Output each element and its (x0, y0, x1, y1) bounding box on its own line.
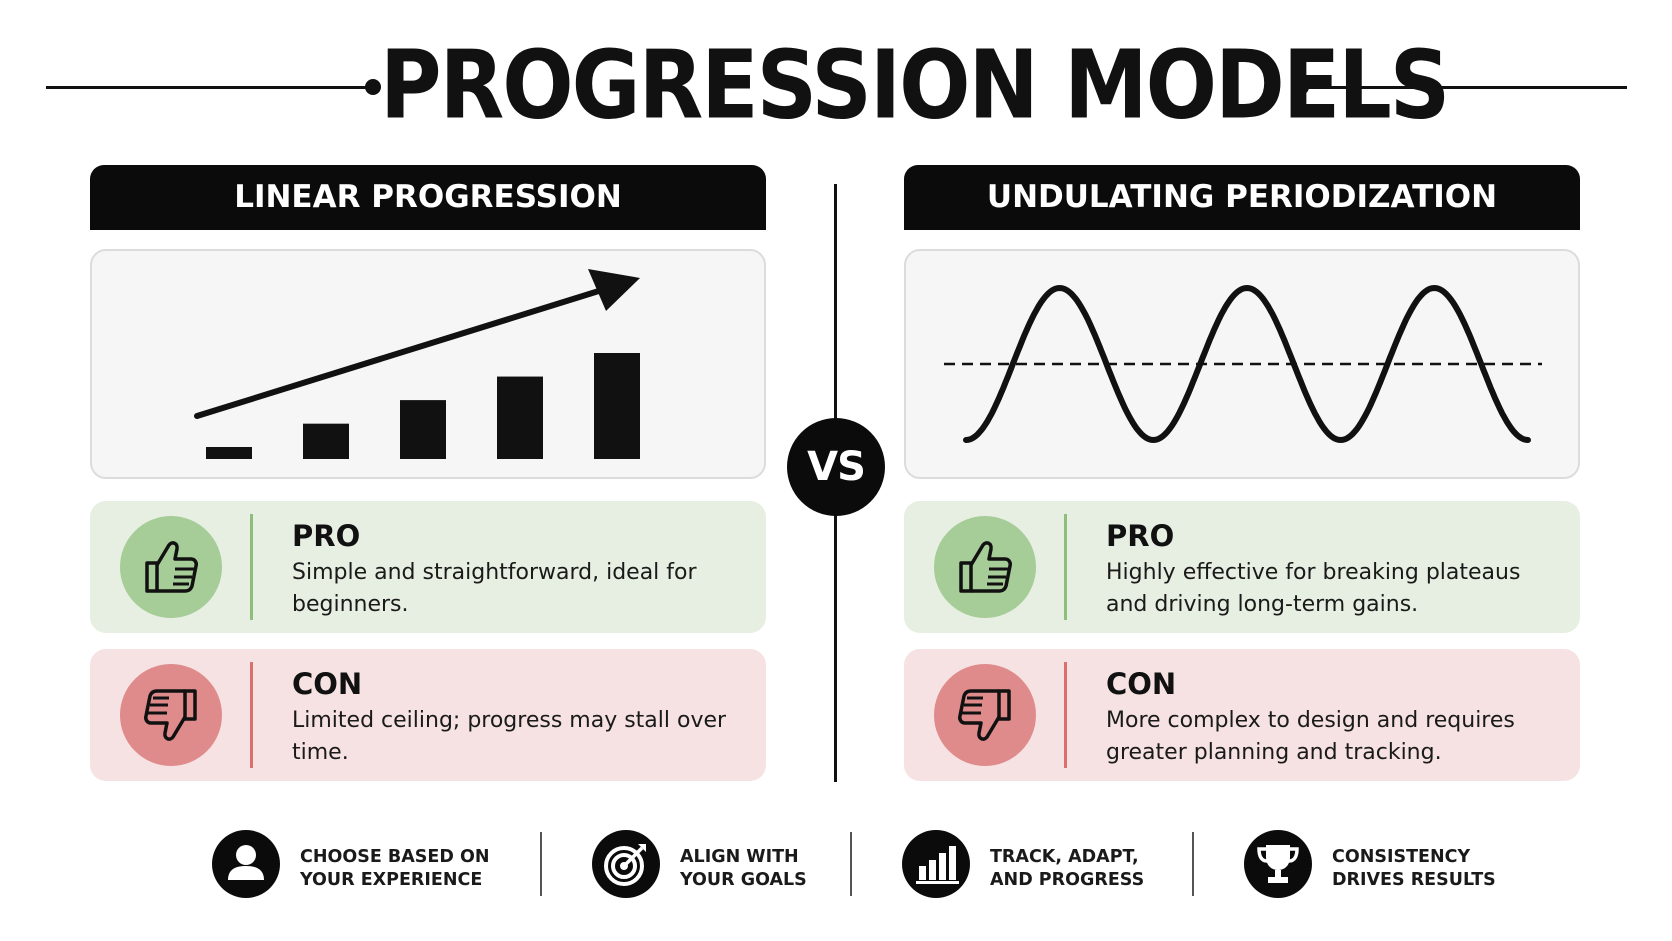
footer-separator (850, 832, 852, 896)
title-rule-left (46, 86, 368, 89)
undulating-periodization-header: UNDULATING PERIODIZATION (904, 165, 1580, 230)
linear-con-text: Limited ceiling; progress may stall over… (292, 708, 727, 765)
linear-pro-label: PRO (292, 519, 361, 553)
footer-icon-circle (902, 830, 970, 898)
linear-con-icon-circle (120, 664, 222, 766)
progress-bar (497, 376, 543, 459)
undulating-pro-text: Highly effective for breaking plateaus a… (1106, 560, 1521, 617)
thumbs-up-icon (959, 541, 1012, 593)
title-rule-right (1305, 86, 1627, 89)
progress-arrow-line (194, 287, 605, 419)
progress-arrow-head (588, 269, 640, 311)
vs-badge: VS (787, 418, 885, 516)
undulating-con-label: CON (1106, 667, 1177, 701)
progress-bar (594, 353, 640, 459)
target-icon (604, 844, 646, 886)
page-title: PROGRESSION MODELS (380, 30, 1450, 140)
footer-text: CONSISTENCY DRIVES RESULTS (1332, 846, 1532, 892)
progress-bar (206, 447, 252, 459)
undulating-periodization-column: UNDULATING PERIODIZATION PRO Highly effe… (904, 165, 1580, 781)
rising-bars-diagram (194, 269, 640, 459)
title-dot-right (1293, 79, 1309, 95)
footer-text: ALIGN WITH YOUR GOALS (680, 846, 880, 892)
trophy-icon (1257, 845, 1299, 883)
footer-line-2: AND PROGRESS (990, 870, 1145, 890)
linear-progression-column: LINEAR PROGRESSION PRO Simple and straig… (90, 165, 766, 781)
undulating-pro-card: PRO Highly effective for breaking platea… (904, 501, 1580, 633)
thumbs-up-icon (145, 541, 198, 593)
linear-pro-text: Simple and straightforward, ideal for be… (292, 560, 697, 617)
linear-con-divider (250, 662, 253, 768)
wave-diagram (944, 284, 1542, 444)
linear-con-card: CON Limited ceiling; progress may stall … (90, 649, 766, 781)
thumbs-down-icon (958, 689, 1011, 741)
undulating-con-divider (1064, 662, 1067, 768)
undulating-con-card: CON More complex to design and requires … (904, 649, 1580, 781)
footer-line-1: CONSISTENCY (1332, 847, 1471, 867)
linear-pro-icon-circle (120, 516, 222, 618)
linear-progression-header: LINEAR PROGRESSION (90, 165, 766, 230)
title-dot-left (365, 79, 381, 95)
linear-progression-visual (90, 249, 766, 479)
thumbs-down-icon (144, 689, 197, 741)
footer-line-1: CHOOSE BASED ON (300, 847, 490, 867)
footer-line-2: YOUR GOALS (680, 870, 807, 890)
progress-bar (400, 400, 446, 459)
footer-icon-circle (212, 830, 280, 898)
footer-line-2: YOUR EXPERIENCE (300, 870, 483, 890)
linear-pro-divider (250, 514, 253, 620)
undulating-con-icon-circle (934, 664, 1036, 766)
footer-separator (540, 832, 542, 896)
footer-separator (1192, 832, 1194, 896)
footer-line-1: ALIGN WITH (680, 847, 799, 867)
linear-pro-card: PRO Simple and straightforward, ideal fo… (90, 501, 766, 633)
footer-icon-circle (1244, 830, 1312, 898)
footer-line-2: DRIVES RESULTS (1332, 870, 1496, 890)
undulating-pro-divider (1064, 514, 1067, 620)
undulating-pro-icon-circle (934, 516, 1036, 618)
vs-divider-top (834, 184, 837, 420)
vs-divider-bottom (834, 514, 837, 782)
footer-icon-circle (592, 830, 660, 898)
footer-text: CHOOSE BASED ON YOUR EXPERIENCE (300, 846, 500, 892)
linear-con-label: CON (292, 667, 363, 701)
undulating-con-text: More complex to design and requires grea… (1106, 708, 1515, 765)
bar-chart-icon (916, 846, 959, 884)
footer-text: TRACK, ADAPT, AND PROGRESS (990, 846, 1190, 892)
undulating-wave (963, 284, 1531, 444)
undulating-periodization-visual (904, 249, 1580, 479)
progress-bar (303, 423, 349, 459)
footer-line-1: TRACK, ADAPT, (990, 847, 1139, 867)
user-icon (228, 845, 264, 880)
undulating-pro-label: PRO (1106, 519, 1175, 553)
